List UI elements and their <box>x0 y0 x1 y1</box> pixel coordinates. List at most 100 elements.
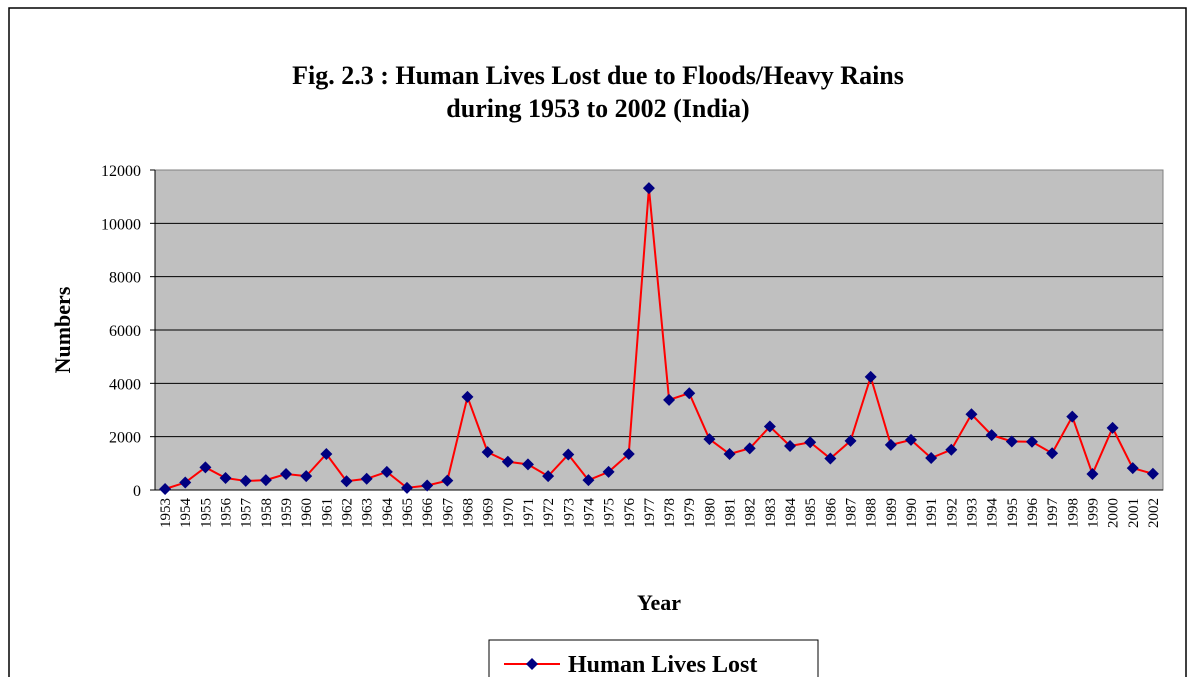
x-tick-label: 1953 <box>158 498 174 528</box>
x-tick-label: 1973 <box>561 498 577 528</box>
data-marker <box>320 448 333 460</box>
legend-box <box>488 639 819 677</box>
y-tick-label: 2000 <box>109 430 141 447</box>
data-marker <box>642 182 655 195</box>
data-marker <box>723 448 736 460</box>
x-tick-label: 1959 <box>279 498 295 528</box>
x-tick-label: 1975 <box>602 498 618 528</box>
data-marker <box>461 390 474 403</box>
x-tick-label: 1980 <box>702 498 718 528</box>
data-marker <box>280 468 293 480</box>
x-tick-label: 1998 <box>1065 498 1081 528</box>
x-tick-label: 1954 <box>178 498 194 529</box>
data-marker <box>199 461 212 474</box>
data-marker <box>582 474 595 487</box>
data-marker <box>1086 468 1099 480</box>
data-marker <box>905 433 917 446</box>
data-marker <box>1146 467 1159 480</box>
x-tick-label: 1963 <box>360 498 376 528</box>
y-tick-label: 6000 <box>109 323 141 340</box>
x-tick-label: 1968 <box>460 498 476 528</box>
data-marker <box>1106 421 1119 434</box>
x-tick-label: 1981 <box>723 498 739 528</box>
data-marker <box>945 443 958 456</box>
x-tick-label: 1974 <box>581 498 597 529</box>
x-tick-label: 1965 <box>400 498 416 528</box>
y-tick-label: 10000 <box>101 216 141 233</box>
data-marker <box>1025 435 1038 448</box>
x-tick-label: 2001 <box>1126 498 1142 528</box>
data-marker <box>824 452 837 465</box>
data-marker <box>340 475 353 488</box>
x-tick-label: 1967 <box>440 498 456 529</box>
chart-subtitle: during 1953 to 2002 (India) <box>446 94 749 123</box>
data-marker <box>804 436 817 449</box>
data-marker <box>219 472 232 484</box>
data-marker <box>179 476 192 489</box>
x-tick-label: 1955 <box>198 498 214 528</box>
data-marker <box>159 483 172 496</box>
data-marker <box>884 438 897 451</box>
x-tick-label: 1976 <box>622 498 638 529</box>
x-tick-label: 1961 <box>319 498 335 528</box>
x-tick-label: 1964 <box>380 498 396 529</box>
data-marker <box>683 387 696 400</box>
data-marker <box>300 470 313 483</box>
data-marker <box>441 474 454 487</box>
data-marker <box>421 479 434 492</box>
legend-marker <box>526 658 538 670</box>
data-marker <box>763 420 776 433</box>
data-marker <box>1126 462 1139 475</box>
data-marker <box>985 429 998 442</box>
y-axis-label: Numbers <box>50 286 75 373</box>
x-tick-label: 1996 <box>1025 498 1041 529</box>
x-tick-label: 1989 <box>884 498 900 528</box>
x-tick-label: 1985 <box>803 498 819 528</box>
x-tick-label: 1994 <box>985 498 1001 529</box>
data-marker <box>602 465 615 478</box>
x-tick-label: 1962 <box>340 498 356 528</box>
data-marker <box>1005 435 1018 448</box>
data-marker <box>784 440 797 452</box>
x-tick-label: 1970 <box>501 498 517 528</box>
x-tick-label: 1966 <box>420 498 436 529</box>
data-marker <box>360 472 373 485</box>
data-marker <box>259 474 272 487</box>
x-tick-label: 1969 <box>481 498 497 528</box>
data-marker <box>542 470 555 483</box>
x-axis-label: Year <box>637 590 681 615</box>
data-marker <box>965 408 978 421</box>
data-marker <box>562 448 575 461</box>
data-marker <box>401 481 413 494</box>
x-tick-label: 1995 <box>1005 498 1021 528</box>
x-tick-label: 1972 <box>541 498 557 528</box>
x-tick-label: 1988 <box>864 498 880 528</box>
x-tick-label: 1978 <box>662 498 678 528</box>
data-marker <box>743 442 756 455</box>
legend-label: Human Lives Lost <box>568 652 757 677</box>
data-marker <box>622 448 635 460</box>
y-tick-label: 8000 <box>109 270 141 287</box>
y-tick-label: 4000 <box>109 376 141 393</box>
chart-title: Fig. 2.3 : Human Lives Lost due to Flood… <box>292 61 904 90</box>
data-marker <box>864 370 877 383</box>
data-marker <box>239 474 252 487</box>
y-tick-label: 12000 <box>101 163 141 180</box>
data-marker <box>663 393 676 406</box>
x-tick-label: 1999 <box>1085 498 1101 528</box>
x-tick-label: 1958 <box>259 498 275 528</box>
series-line <box>164 188 1154 490</box>
x-tick-label: 1957 <box>239 498 255 529</box>
data-marker <box>925 452 938 464</box>
x-tick-label: 1971 <box>521 498 537 528</box>
x-tick-label: 2002 <box>1146 498 1162 528</box>
x-tick-label: 1983 <box>763 498 779 528</box>
x-tick-label: 1992 <box>944 498 960 528</box>
x-tick-label: 1977 <box>642 498 658 529</box>
x-tick-label: 1990 <box>904 498 920 528</box>
data-marker <box>521 458 534 471</box>
x-tick-label: 1987 <box>844 498 860 529</box>
data-marker <box>1066 410 1079 423</box>
x-tick-label: 1960 <box>299 498 315 528</box>
